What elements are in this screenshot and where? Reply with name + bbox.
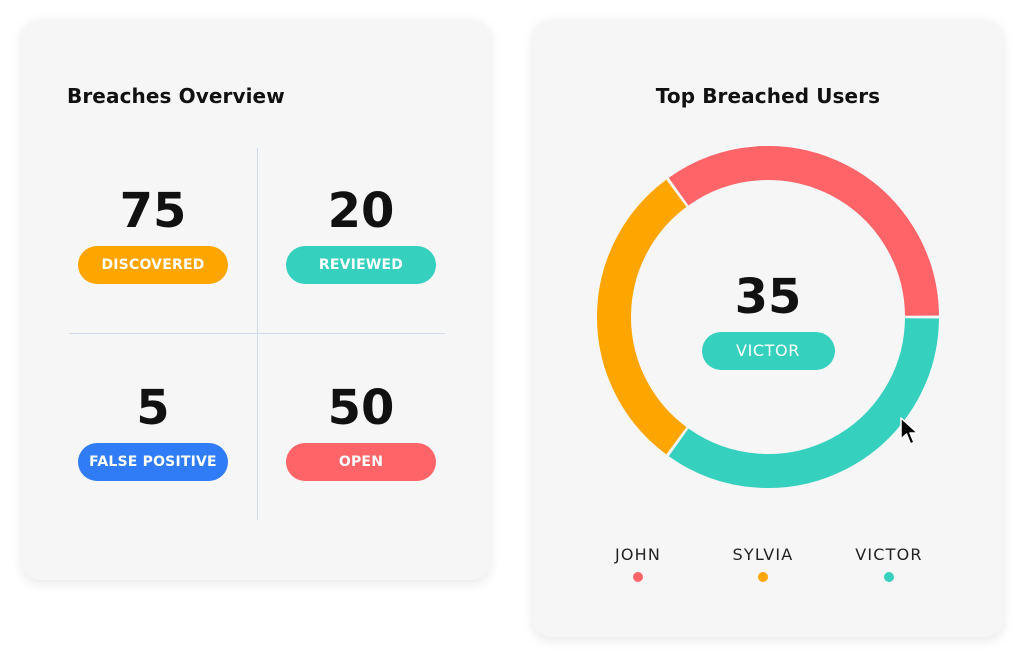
- pointer-cursor-icon: [900, 417, 919, 445]
- donut-center-badge: VICTOR: [701, 332, 835, 370]
- donut-slice-victor[interactable]: [668, 317, 939, 488]
- breaches-overview-title: Breaches Overview: [67, 84, 285, 108]
- legend-dot-john: [633, 572, 643, 582]
- top-breached-users-title: Top Breached Users: [655, 84, 881, 108]
- stat-open-value: 50: [327, 380, 395, 436]
- legend-item-victor[interactable]: VICTOR: [829, 545, 949, 582]
- stat-false-positive-value: 5: [136, 380, 170, 436]
- stat-open: 50 OPEN: [261, 379, 461, 499]
- stat-reviewed: 20 REVIEWED: [261, 182, 461, 302]
- stat-reviewed-value: 20: [327, 183, 395, 239]
- donut-slice-sylvia[interactable]: [597, 179, 687, 455]
- false-positive-badge[interactable]: FALSE POSITIVE: [78, 443, 228, 481]
- donut-slice-john[interactable]: [668, 146, 939, 317]
- stat-discovered: 75 DISCOVERED: [53, 182, 253, 302]
- reviewed-badge[interactable]: REVIEWED: [286, 246, 436, 284]
- stat-discovered-value: 75: [119, 183, 187, 239]
- vertical-divider: [257, 148, 258, 520]
- legend-label-victor: VICTOR: [855, 545, 923, 564]
- legend-dot-sylvia: [758, 572, 768, 582]
- donut-center: 35 VICTOR: [668, 266, 868, 370]
- legend-item-sylvia[interactable]: SYLVIA: [703, 545, 823, 582]
- legend-dot-victor: [884, 572, 894, 582]
- legend-label-sylvia: SYLVIA: [732, 545, 794, 564]
- donut-center-value: 35: [734, 269, 802, 325]
- legend-label-john: JOHN: [614, 545, 662, 564]
- open-badge[interactable]: OPEN: [286, 443, 436, 481]
- legend-item-john[interactable]: JOHN: [578, 545, 698, 582]
- breaches-overview-card: Breaches Overview 75 DISCOVERED 20 REVIE…: [22, 20, 490, 580]
- horizontal-divider: [69, 333, 445, 334]
- discovered-badge[interactable]: DISCOVERED: [78, 246, 228, 284]
- top-breached-users-card: Top Breached Users 35 VICTOR JOHN SYLVIA…: [533, 20, 1003, 637]
- breached-users-donut-chart: [597, 146, 939, 488]
- stat-false-positive: 5 FALSE POSITIVE: [53, 379, 253, 499]
